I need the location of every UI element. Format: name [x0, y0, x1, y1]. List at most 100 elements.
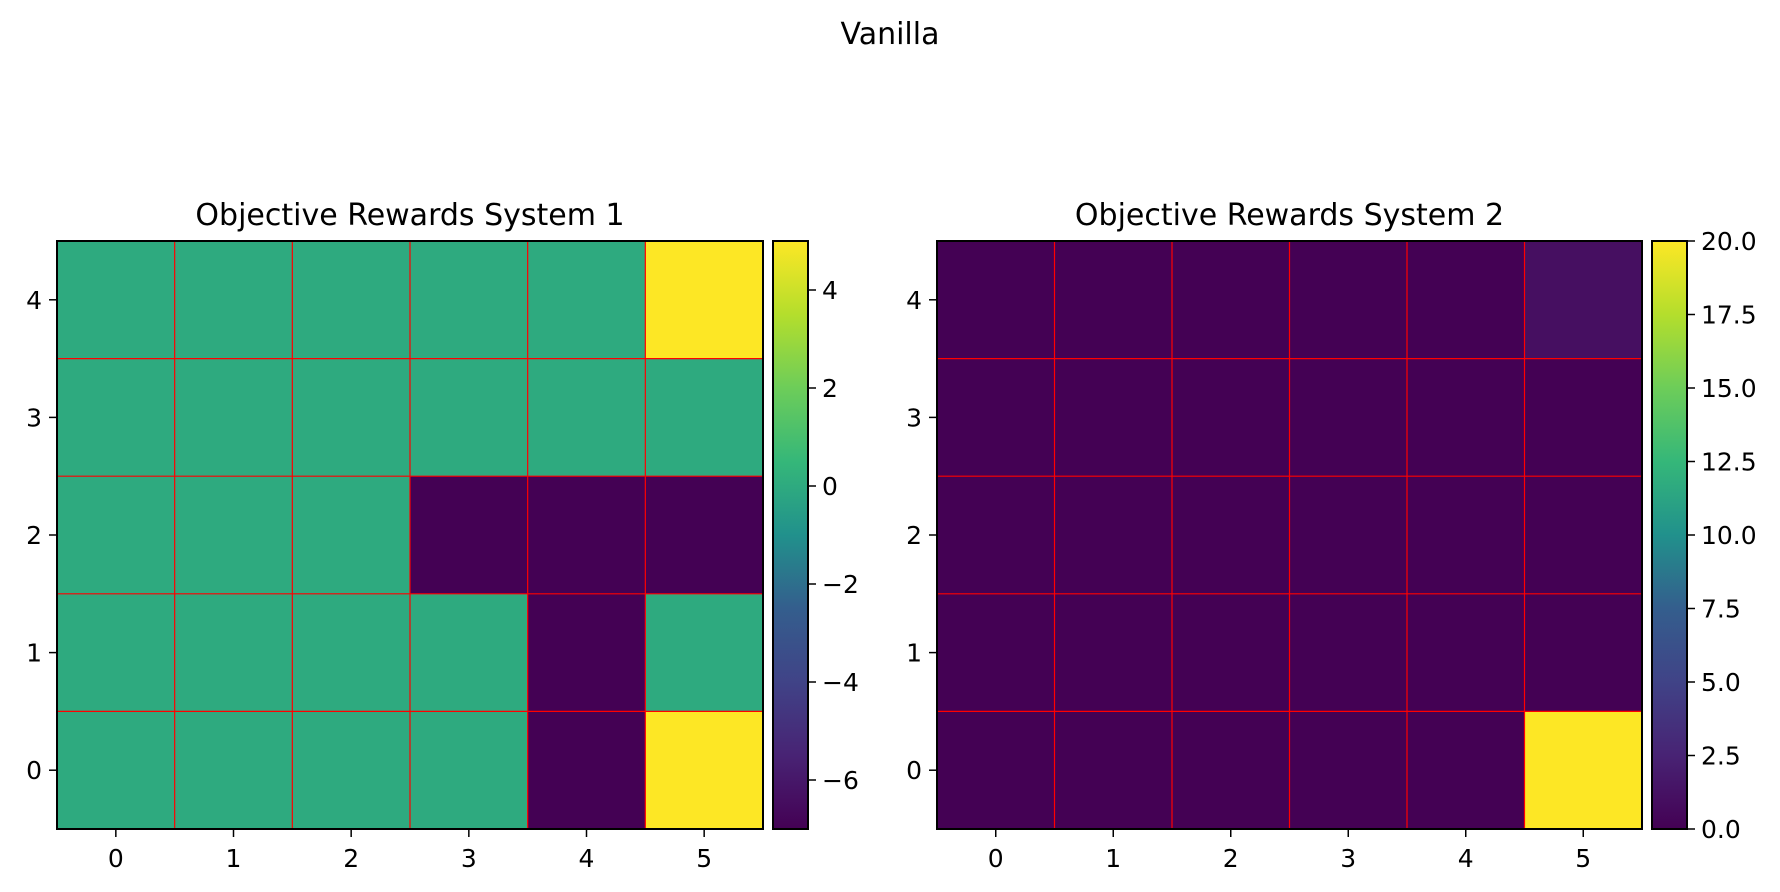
colorbar-tick-label: 2 [822, 374, 838, 403]
heatmap-cell [1054, 241, 1173, 360]
heatmap-cell [292, 358, 411, 477]
heatmap-cell [174, 476, 293, 595]
heatmap-cell [1172, 241, 1290, 360]
x-tick-label: 5 [1575, 844, 1591, 873]
colorbar-tick-label: −2 [822, 570, 859, 599]
heatmap-cell [410, 593, 529, 712]
heatmap-cell [1524, 241, 1643, 360]
x-tick-label: 0 [988, 844, 1004, 873]
heatmap-cell [1054, 358, 1173, 477]
heatmap-cell [57, 593, 176, 712]
heatmap-cell [527, 358, 646, 477]
y-tick-label: 4 [906, 286, 922, 315]
figure-title: Vanilla [841, 17, 940, 52]
heatmap-cell [1289, 593, 1408, 712]
colorbar-tick-label: 7.5 [1701, 595, 1741, 624]
panel-title: Objective Rewards System 2 [1075, 198, 1504, 233]
colorbar-tick-label: 4 [822, 276, 838, 305]
heatmap-cell [527, 476, 646, 595]
heatmap-cell [1524, 711, 1643, 830]
heatmap-cell [1289, 476, 1408, 595]
colorbar-tick-label: 17.5 [1701, 301, 1757, 330]
heatmap-cell [645, 358, 764, 477]
heatmap-cell [1289, 358, 1408, 477]
heatmap-cell [937, 593, 1055, 712]
heatmap-cell [57, 358, 176, 477]
heatmap-cell [174, 711, 293, 830]
heatmap-cell [1054, 476, 1173, 595]
heatmap-cell [527, 593, 646, 712]
heatmap-cell [292, 241, 411, 360]
x-tick-label: 2 [343, 844, 359, 873]
heatmap-cell [1524, 593, 1643, 712]
colorbar-tick-label: 15.0 [1701, 374, 1757, 403]
heatmap-cell [1289, 241, 1408, 360]
heatmap-cell [410, 711, 529, 830]
x-tick-label: 5 [696, 844, 712, 873]
heatmap-cell [645, 593, 764, 712]
heatmap-cell [1407, 358, 1525, 477]
heatmap-cell [937, 241, 1055, 360]
heatmap-cell [57, 711, 176, 830]
y-tick-label: 2 [906, 521, 922, 550]
y-tick-label: 1 [906, 639, 922, 668]
y-tick-label: 3 [906, 403, 922, 432]
panel-title: Objective Rewards System 1 [195, 198, 624, 233]
heatmap-cell [292, 593, 411, 712]
x-tick-label: 3 [1340, 844, 1356, 873]
colorbar-tick-label: 0.0 [1701, 815, 1741, 844]
heatmap-panel-1: Objective Rewards System 1 0 1 2 3 4 5 0 1 2 3 4 4 2 0… [26, 198, 859, 873]
heatmap-cell [174, 241, 293, 360]
heatmap-cell [174, 593, 293, 712]
heatmap-cell [57, 241, 176, 360]
y-tick-label: 0 [26, 756, 42, 785]
heatmap-cell [410, 241, 529, 360]
y-tick-label: 1 [26, 639, 42, 668]
heatmap-cell [410, 476, 529, 595]
x-tick-label: 3 [461, 844, 477, 873]
heatmap-cell [937, 358, 1055, 477]
colorbar [1651, 240, 1688, 830]
colorbar-tick-label: 5.0 [1701, 668, 1741, 697]
heatmap-cell [1407, 476, 1525, 595]
heatmap-cell [1172, 593, 1290, 712]
y-tick-label: 2 [26, 521, 42, 550]
colorbar [772, 240, 809, 830]
x-tick-label: 1 [226, 844, 242, 873]
heatmap-cell [1054, 711, 1173, 830]
heatmap-cell [292, 476, 411, 595]
x-tick-label: 2 [1223, 844, 1239, 873]
heatmap-cell [645, 476, 764, 595]
x-tick-label: 0 [108, 844, 124, 873]
y-tick-label: 0 [906, 756, 922, 785]
heatmap-cell [937, 476, 1055, 595]
heatmap-cell [1407, 241, 1525, 360]
heatmap-cell [1054, 593, 1173, 712]
colorbar-tick-label: 10.0 [1701, 521, 1757, 550]
heatmap-cell [292, 711, 411, 830]
x-tick-label: 1 [1105, 844, 1121, 873]
heatmap-cell [1289, 711, 1408, 830]
y-tick-label: 3 [26, 403, 42, 432]
y-tick-label: 4 [26, 286, 42, 315]
colorbar-tick-label: 20.0 [1701, 227, 1757, 256]
heatmap-cell [1407, 711, 1525, 830]
heatmap-cell [174, 358, 293, 477]
heatmap-cell [645, 241, 764, 360]
heatmap-cell [410, 358, 529, 477]
colorbar-tick-label: 2.5 [1701, 742, 1741, 771]
heatmap-panel-2: Objective Rewards System 2 0 1 2 3 4 5 0 1 2 3 4 20.… [906, 198, 1757, 873]
colorbar-tick-label: 0 [822, 472, 838, 501]
heatmap-cell [937, 711, 1055, 830]
heatmap-cell [1172, 476, 1290, 595]
x-tick-label: 4 [579, 844, 595, 873]
heatmap-cell [527, 711, 646, 830]
heatmap-cell [1172, 358, 1290, 477]
colorbar-tick-label: −4 [822, 668, 859, 697]
heatmap-cell [645, 711, 764, 830]
heatmap-cell [1407, 593, 1525, 712]
heatmap-cell [57, 476, 176, 595]
heatmap-cell [527, 241, 646, 360]
heatmap-cell [1524, 358, 1643, 477]
